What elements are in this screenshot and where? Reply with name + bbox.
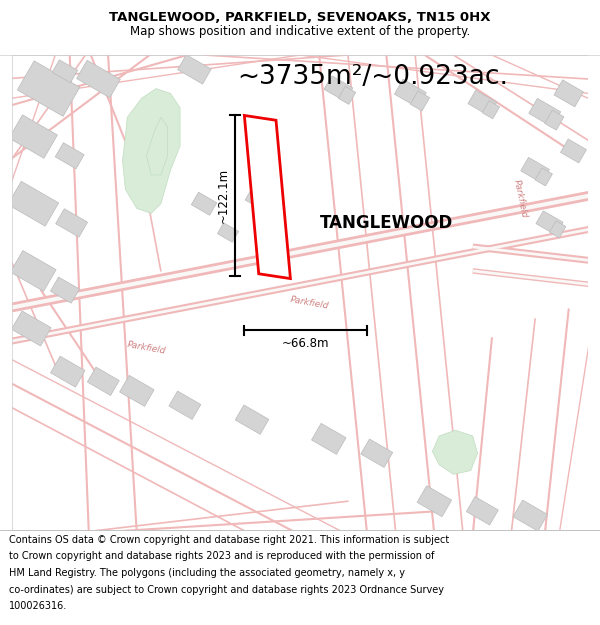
Polygon shape: [50, 356, 85, 387]
Polygon shape: [146, 118, 167, 175]
Polygon shape: [529, 98, 560, 127]
Polygon shape: [466, 497, 498, 525]
Polygon shape: [550, 221, 566, 238]
Text: 100026316.: 100026316.: [9, 601, 67, 611]
Polygon shape: [55, 142, 84, 169]
Text: Map shows position and indicative extent of the property.: Map shows position and indicative extent…: [130, 26, 470, 39]
Polygon shape: [88, 367, 119, 396]
Text: co-ordinates) are subject to Crown copyright and database rights 2023 Ordnance S: co-ordinates) are subject to Crown copyr…: [9, 584, 444, 594]
Text: HM Land Registry. The polygons (including the associated geometry, namely x, y: HM Land Registry. The polygons (includin…: [9, 568, 405, 578]
Polygon shape: [56, 209, 88, 237]
Polygon shape: [482, 101, 500, 119]
Polygon shape: [433, 430, 478, 474]
Polygon shape: [338, 86, 356, 104]
Polygon shape: [244, 116, 290, 279]
Polygon shape: [9, 115, 58, 158]
Text: Contains OS data © Crown copyright and database right 2021. This information is : Contains OS data © Crown copyright and d…: [9, 535, 449, 545]
Polygon shape: [554, 80, 583, 107]
Polygon shape: [119, 376, 154, 406]
Polygon shape: [11, 311, 51, 346]
Text: ~122.1m: ~122.1m: [217, 168, 230, 223]
Polygon shape: [535, 168, 553, 186]
Text: Parkfield: Parkfield: [289, 295, 330, 311]
Text: TANGLEWOOD: TANGLEWOOD: [320, 214, 453, 232]
Text: ~66.8m: ~66.8m: [282, 338, 329, 351]
Polygon shape: [468, 90, 497, 116]
Text: TANGLEWOOD, PARKFIELD, SEVENOAKS, TN15 0HX: TANGLEWOOD, PARKFIELD, SEVENOAKS, TN15 0…: [109, 11, 491, 24]
Polygon shape: [52, 60, 77, 83]
Polygon shape: [50, 277, 79, 303]
Polygon shape: [191, 192, 217, 215]
Text: Parkfield: Parkfield: [512, 179, 529, 219]
Polygon shape: [536, 211, 563, 235]
Polygon shape: [361, 439, 393, 468]
Polygon shape: [235, 405, 269, 434]
Polygon shape: [217, 222, 239, 243]
Polygon shape: [324, 76, 353, 101]
Polygon shape: [521, 158, 550, 183]
Polygon shape: [17, 61, 80, 116]
Polygon shape: [394, 79, 427, 107]
Text: ~3735m²/~0.923ac.: ~3735m²/~0.923ac.: [238, 64, 509, 90]
Polygon shape: [311, 423, 346, 454]
Text: to Crown copyright and database rights 2023 and is reproduced with the permissio: to Crown copyright and database rights 2…: [9, 551, 434, 561]
Polygon shape: [10, 251, 56, 291]
Polygon shape: [545, 110, 564, 130]
Polygon shape: [560, 139, 586, 163]
Polygon shape: [122, 89, 180, 213]
Polygon shape: [178, 55, 211, 84]
Polygon shape: [77, 60, 121, 98]
Polygon shape: [8, 181, 59, 226]
Text: Parkfield: Parkfield: [127, 340, 167, 356]
Polygon shape: [417, 486, 452, 517]
Polygon shape: [513, 500, 548, 531]
Polygon shape: [169, 391, 201, 419]
Polygon shape: [410, 91, 430, 111]
Polygon shape: [245, 188, 268, 209]
